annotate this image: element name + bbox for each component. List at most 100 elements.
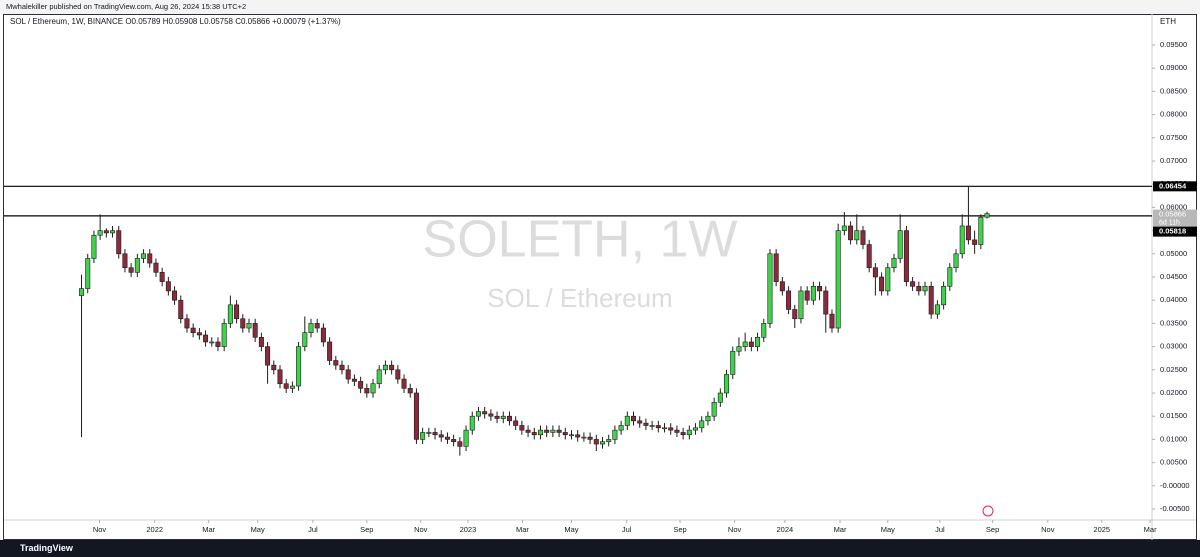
candle-body xyxy=(500,415,506,419)
candle-body xyxy=(364,388,370,394)
hline-label: 0.05818 xyxy=(1159,227,1186,236)
legend-low: L0.05758 xyxy=(200,17,234,26)
candle-body xyxy=(382,364,388,371)
candle-body xyxy=(413,392,419,440)
candle-body xyxy=(866,244,872,269)
candle-body xyxy=(637,420,643,424)
candle-body xyxy=(941,285,947,306)
candle-body xyxy=(506,415,512,422)
last-price-label: 0.05866 xyxy=(1159,210,1186,219)
event-icon xyxy=(982,505,994,517)
candle-body xyxy=(333,360,339,366)
candle-body xyxy=(631,415,637,422)
legend-change: +0.00079 (+1.37%) xyxy=(272,17,341,26)
header-text: Mwhalekiller published on TradingView.co… xyxy=(6,2,246,11)
candle-body xyxy=(314,323,320,329)
candle-body xyxy=(593,439,599,445)
candle-body xyxy=(947,267,953,287)
y-tick-label: 0.03000 xyxy=(1160,342,1187,351)
candle-body xyxy=(265,346,271,366)
candle-body xyxy=(376,369,382,385)
y-tick-label: -0.00500 xyxy=(1160,504,1190,513)
hline-label-box xyxy=(1153,226,1197,237)
candle-body xyxy=(668,427,674,431)
candle-body xyxy=(128,267,134,273)
candle-body xyxy=(296,346,302,387)
candle-body xyxy=(246,323,252,329)
candle-body xyxy=(662,427,668,430)
candle-body xyxy=(153,262,159,273)
candle-body xyxy=(271,364,277,371)
legend-open: O0.05789 xyxy=(125,17,161,26)
candle-body xyxy=(116,230,122,255)
candle-body xyxy=(227,304,233,324)
candle-body xyxy=(215,341,221,347)
candle-body xyxy=(141,253,147,259)
x-tick-label: Nov xyxy=(93,525,107,534)
watermark: SOLETH, 1W xyxy=(423,211,738,269)
candle-body xyxy=(184,318,190,329)
x-tick-label: 2022 xyxy=(146,525,163,534)
candle-body xyxy=(779,281,785,292)
x-tick-label: Sep xyxy=(360,525,373,534)
candle-body xyxy=(730,350,736,375)
candle-body xyxy=(649,425,655,427)
x-tick-label: 2024 xyxy=(776,525,793,534)
candle-body xyxy=(544,429,550,433)
y-tick-label: 0.01000 xyxy=(1160,434,1187,443)
candle-body xyxy=(457,441,463,447)
candle-body xyxy=(513,420,519,426)
candle-body xyxy=(928,285,934,315)
x-tick-label: Mar xyxy=(202,525,215,534)
legend-high: H0.05908 xyxy=(163,17,198,26)
candle-body xyxy=(786,290,792,310)
candle-body xyxy=(618,425,624,431)
candle-body xyxy=(959,225,965,255)
candle-body xyxy=(438,434,444,438)
candle-body xyxy=(773,253,779,282)
candle-body xyxy=(972,239,978,245)
candle-body xyxy=(277,369,283,385)
candle-body xyxy=(761,323,767,338)
x-tick-label: Jul xyxy=(622,525,632,534)
y-tick-label: 0.02000 xyxy=(1160,388,1187,397)
candle-body xyxy=(891,258,897,269)
x-tick-label: Jul xyxy=(308,525,318,534)
candle-body xyxy=(978,216,984,245)
candle-body xyxy=(426,432,432,434)
candle-body xyxy=(575,434,581,438)
candle-body xyxy=(792,309,798,320)
candle-body xyxy=(798,290,804,320)
candle-body xyxy=(965,225,971,241)
candle-body xyxy=(810,285,816,301)
countdown: 6d 11h xyxy=(1159,219,1180,226)
candle-body xyxy=(451,439,457,443)
candle-body xyxy=(835,230,841,329)
candle-body xyxy=(624,415,630,426)
x-tick-label: May xyxy=(564,525,578,534)
candle-body xyxy=(283,383,289,389)
y-tick-label: 0.07000 xyxy=(1160,156,1187,165)
legend-close: C0.05866 xyxy=(235,17,270,26)
candle-body xyxy=(475,411,481,417)
watermark-subtitle: SOL / Ethereum xyxy=(487,283,672,313)
y-tick-label: 0.06000 xyxy=(1160,202,1187,211)
y-tick-label: 0.02500 xyxy=(1160,365,1187,374)
candle-body xyxy=(432,432,438,436)
candle-body xyxy=(655,425,661,429)
candle-body xyxy=(85,258,91,289)
candle-body xyxy=(556,429,562,433)
candle-body xyxy=(599,441,605,445)
candle-body xyxy=(488,413,494,417)
candle-body xyxy=(767,253,773,324)
candle-body xyxy=(680,432,686,436)
y-tick-label: 0.04000 xyxy=(1160,295,1187,304)
candle-body xyxy=(407,388,413,394)
x-tick-label: Mar xyxy=(516,525,529,534)
candle-body xyxy=(147,253,153,264)
candle-body xyxy=(724,374,730,394)
candle-body xyxy=(234,304,240,320)
candle-body xyxy=(841,225,847,231)
candle-body xyxy=(674,429,680,433)
candle-body xyxy=(829,313,835,329)
